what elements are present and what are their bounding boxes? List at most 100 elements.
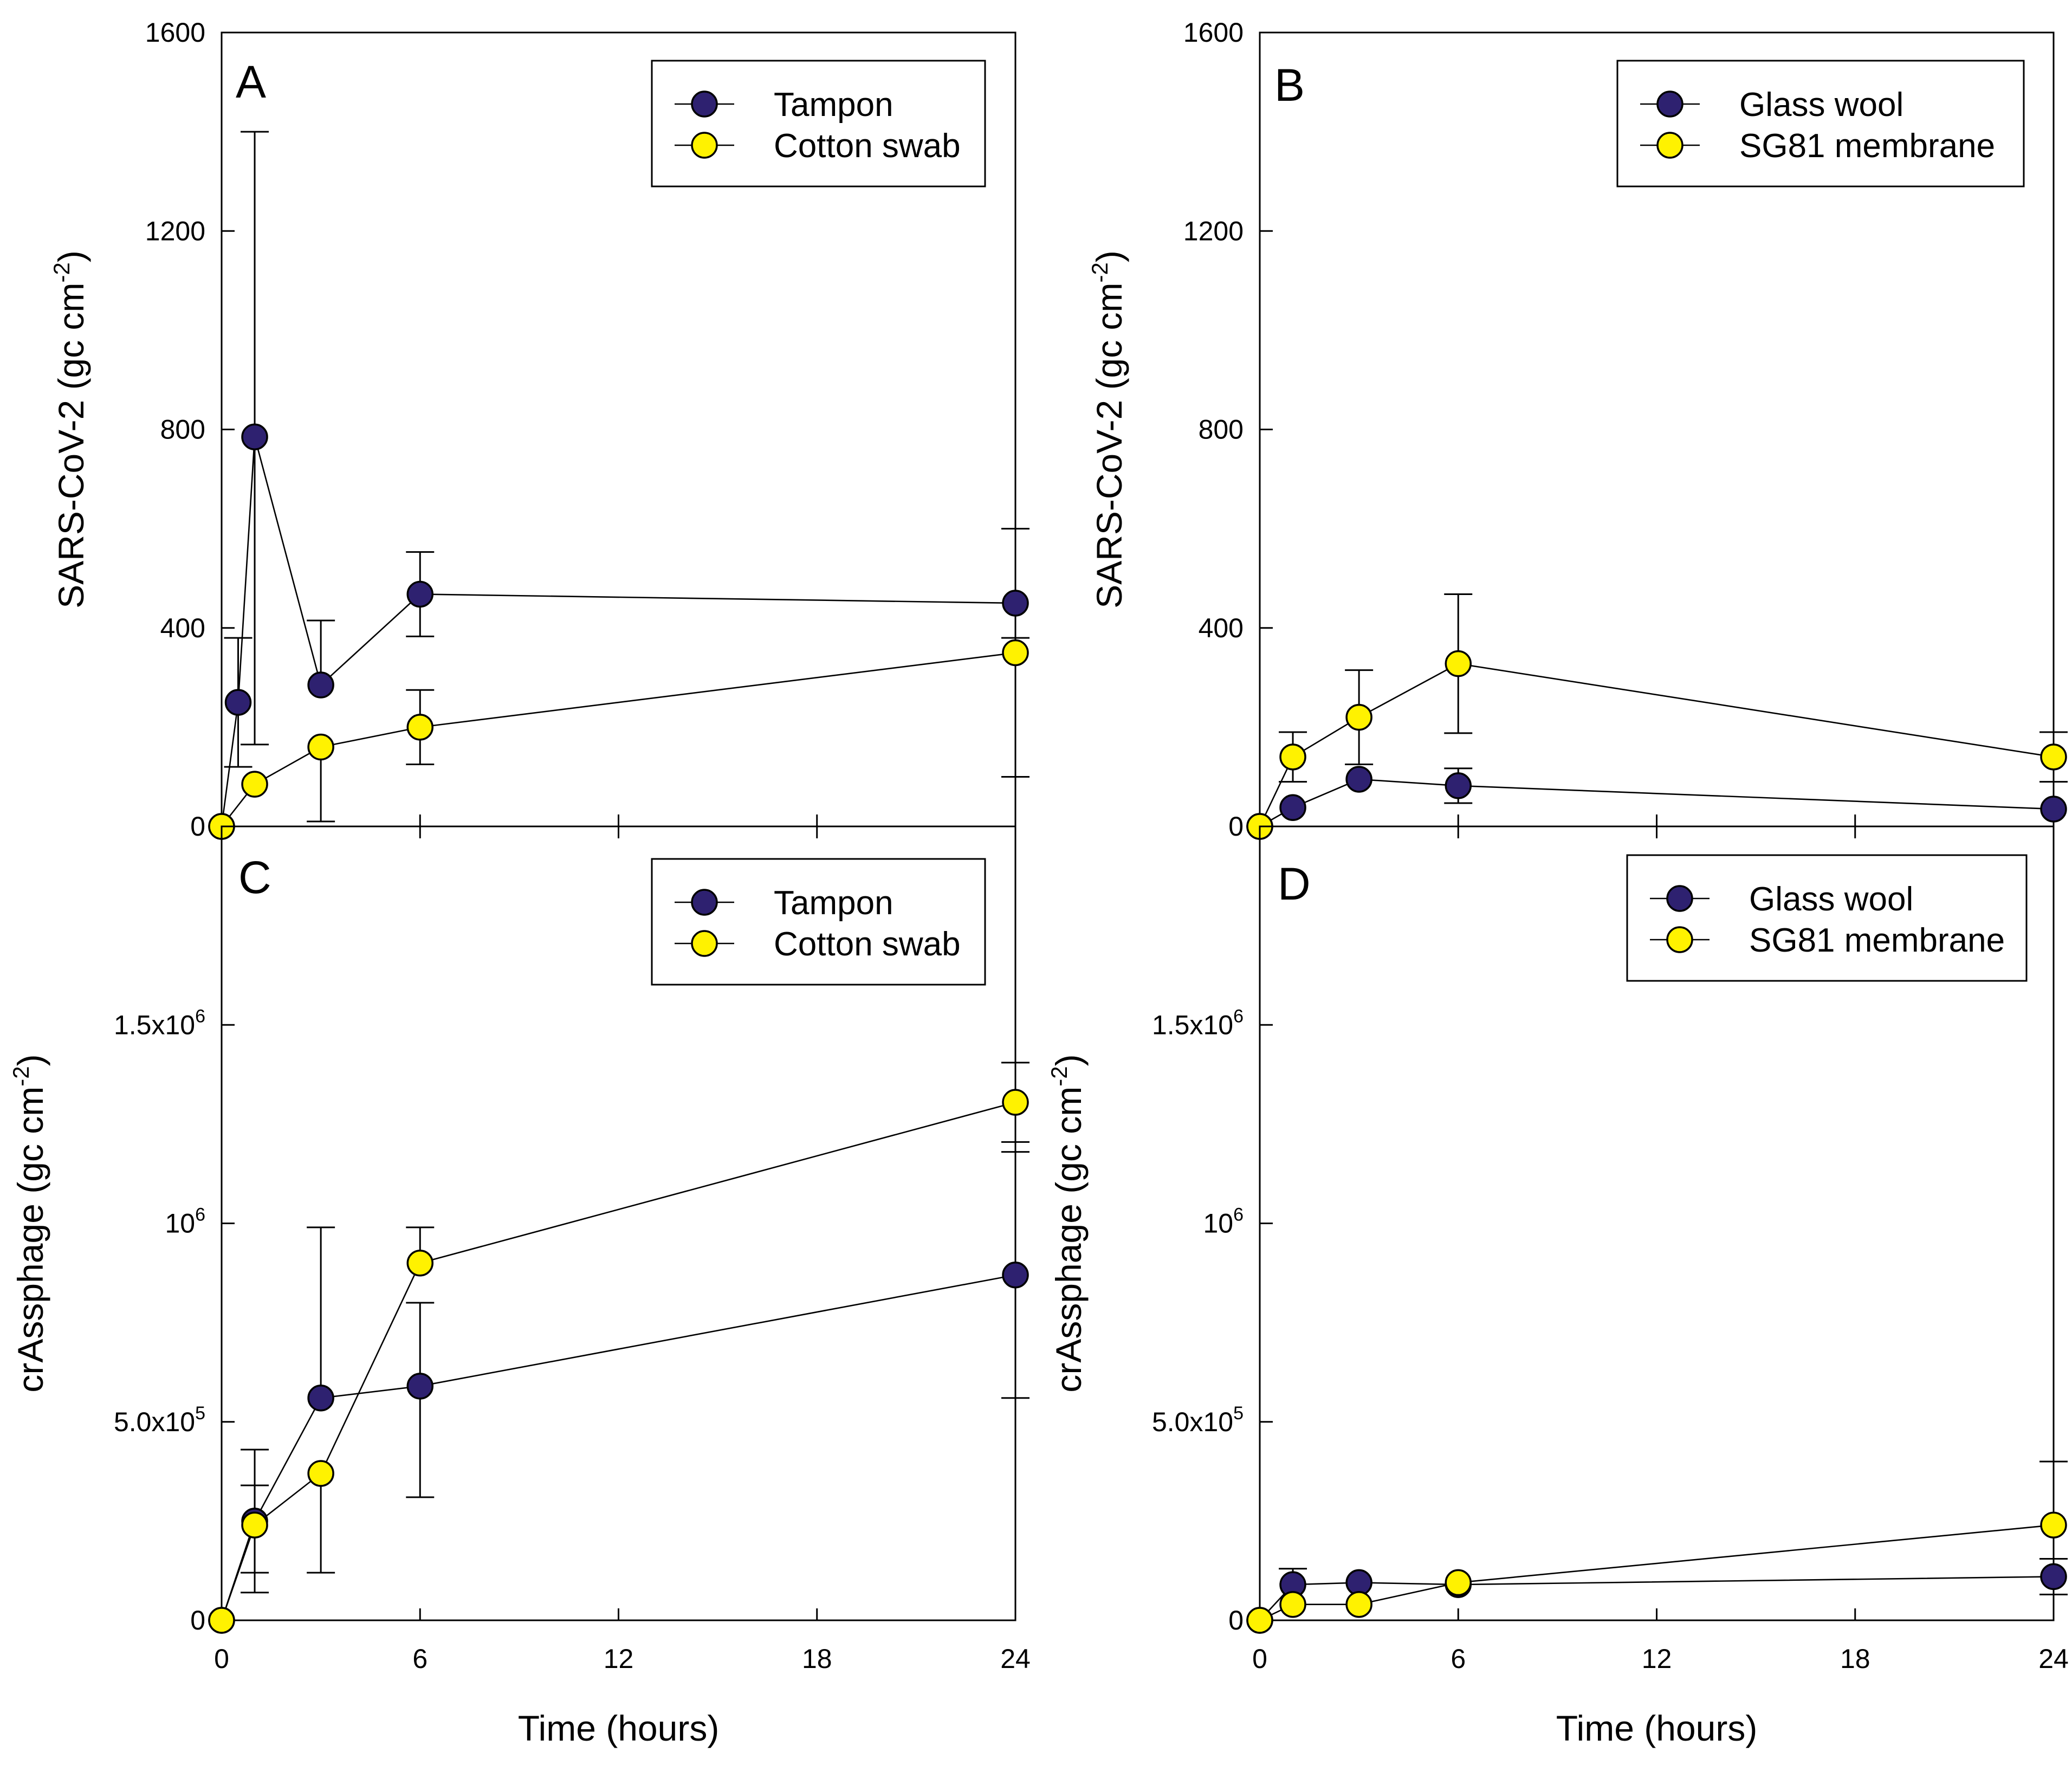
y-axis-title: SARS-CoV-2 (gc cm-2)	[49, 250, 91, 609]
y-tick-label-base: 0	[190, 1605, 205, 1635]
x-tick-label: 0	[214, 1644, 229, 1674]
data-point-series-0	[1445, 772, 1472, 799]
legend-marker	[1656, 132, 1684, 159]
data-point-series-0	[406, 580, 433, 608]
y-tick-label-exponent: 6	[195, 1205, 205, 1225]
y-tick-label: 1.5x106	[1152, 1006, 1244, 1040]
y-tick-label-exponent: 6	[195, 1006, 205, 1026]
y-tick-label: 400	[160, 613, 205, 643]
legend-label: Cotton swab	[774, 926, 961, 963]
legend-label: Glass wool	[1749, 881, 1913, 918]
data-point-series-0	[406, 1373, 433, 1400]
x-axis-title: Time (hours)	[1556, 1708, 1758, 1748]
y-axis-title-end: )	[1089, 250, 1129, 262]
y-tick-label: 400	[1199, 613, 1244, 643]
legend-box	[1616, 60, 2025, 188]
data-point-series-0	[1002, 1261, 1029, 1289]
data-point-series-1	[1445, 1569, 1472, 1596]
y-axis-title-text: SARS-CoV-2 (gc cm	[51, 282, 91, 608]
data-point-series-0	[224, 689, 252, 716]
y-tick-label: 1200	[1183, 216, 1244, 246]
panel-letter: A	[236, 56, 266, 107]
legend-label: Tampon	[774, 884, 893, 922]
data-point-series-0	[241, 423, 268, 450]
legend-marker	[691, 90, 718, 118]
data-point-series-0	[2040, 1563, 2067, 1591]
y-tick-label: 0	[190, 811, 205, 842]
x-tick-label: 0	[1252, 1644, 1267, 1674]
legend-label: SG81 membrane	[1739, 127, 1995, 165]
panel-b: 0 400 800 1200 1600 SARS-CoV-2 (gc cm-2) B Glas…	[1087, 17, 2068, 842]
data-point-series-1	[2040, 744, 2067, 771]
data-point-series-1	[1279, 744, 1306, 771]
y-tick-label: 106	[165, 1205, 205, 1239]
y-axis-title-exponent: -2	[49, 262, 74, 282]
series-line-1	[1259, 663, 2054, 827]
series-line-0	[221, 1274, 1016, 1621]
data-point-series-0	[1279, 794, 1306, 821]
y-tick-label: 1600	[1183, 17, 1244, 48]
panel-letter: D	[1278, 858, 1311, 909]
y-tick-label-base: 5.0x10	[1152, 1407, 1233, 1437]
y-tick-label-base: 10	[165, 1208, 195, 1239]
y-axis-title-end: )	[10, 1054, 50, 1066]
x-tick-label: 12	[604, 1644, 634, 1674]
panel-a: 0 400 800 1200 1600 SARS-CoV-2 (gc cm-2) A Tamp…	[49, 17, 1029, 842]
y-axis-title-text: crAssphage (gc cm	[1048, 1087, 1089, 1393]
legend-box	[1626, 854, 2028, 982]
data-point-series-1	[307, 1460, 334, 1487]
y-tick-label-base: 5.0x10	[114, 1407, 195, 1437]
y-tick-label-base: 1.5x10	[114, 1010, 195, 1040]
y-tick-label: 1200	[145, 216, 205, 246]
x-tick-label: 6	[1451, 1644, 1466, 1674]
series-line-1	[221, 652, 1016, 827]
data-point-series-1	[208, 1607, 235, 1634]
x-tick-label: 6	[412, 1644, 428, 1674]
panel-letter: C	[238, 852, 271, 903]
legend-label: Tampon	[774, 86, 893, 124]
series-line-1	[221, 1101, 1016, 1621]
y-axis-title-end: )	[51, 250, 91, 262]
x-tick-label: 12	[1642, 1644, 1672, 1674]
legend-label: SG81 membrane	[1749, 922, 2005, 959]
data-point-series-0	[2040, 796, 2067, 823]
x-tick-label: 24	[1000, 1644, 1031, 1674]
data-point-series-1	[1445, 650, 1472, 677]
data-point-series-1	[1279, 1591, 1306, 1618]
legend-marker	[691, 889, 718, 916]
y-tick-label-exponent: 5	[1233, 1403, 1244, 1424]
data-point-series-1	[241, 1511, 268, 1538]
y-tick-label: 1600	[145, 17, 205, 48]
y-tick-label-exponent: 6	[1233, 1006, 1244, 1026]
legend-marker	[1666, 926, 1693, 953]
data-point-series-1	[307, 733, 334, 761]
data-point-series-1	[241, 771, 268, 798]
legend-box	[651, 60, 986, 188]
y-tick-label: 0	[1228, 811, 1244, 842]
y-axis-title-end: )	[1048, 1054, 1089, 1066]
y-axis-title: crAssphage (gc cm-2)	[1046, 1054, 1089, 1392]
y-axis-title-text: SARS-CoV-2 (gc cm	[1089, 282, 1129, 608]
panel-letter: B	[1274, 60, 1305, 111]
data-point-series-0	[1345, 766, 1372, 793]
y-axis-title-text: crAssphage (gc cm	[10, 1087, 50, 1393]
y-tick-label: 800	[1199, 415, 1244, 445]
y-tick-label: 0	[1228, 1605, 1244, 1635]
y-tick-label-base: 1.5x10	[1152, 1010, 1233, 1040]
data-point-series-1	[406, 1250, 433, 1277]
y-axis-title: SARS-CoV-2 (gc cm-2)	[1087, 250, 1129, 609]
legend-label: Glass wool	[1739, 86, 1903, 124]
series-line-1	[1259, 1524, 2054, 1621]
data-point-series-0	[1002, 590, 1029, 617]
y-tick-label-base: 0	[1228, 1605, 1244, 1635]
x-tick-label: 18	[802, 1644, 832, 1674]
data-point-series-1	[1002, 1089, 1029, 1116]
legend-label: Cotton swab	[774, 127, 961, 165]
x-axis-title: Time (hours)	[518, 1708, 720, 1748]
series-line-0	[221, 436, 1016, 827]
data-point-series-1	[2040, 1511, 2067, 1538]
y-axis-title-exponent: -2	[8, 1066, 34, 1086]
